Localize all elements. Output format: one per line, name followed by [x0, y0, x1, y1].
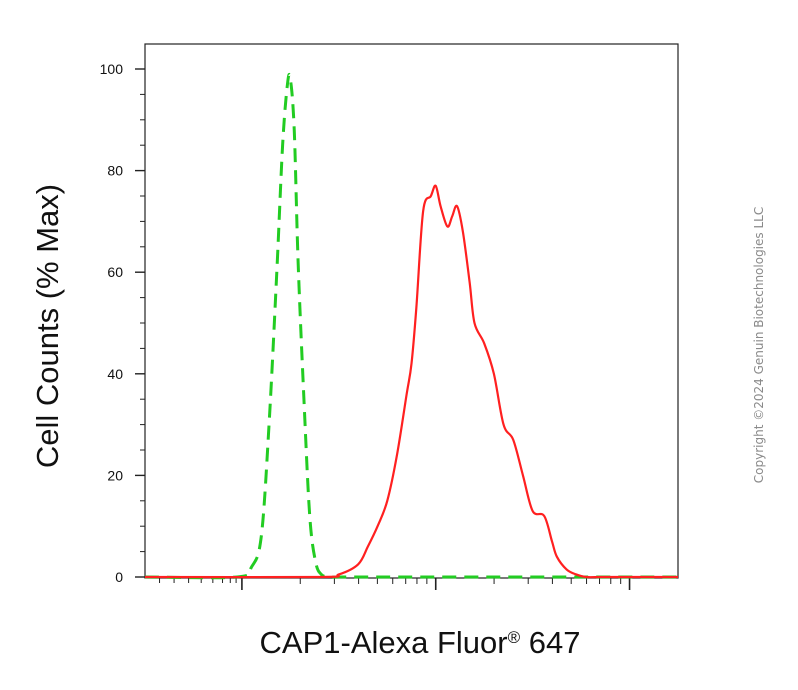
y-tick-label: 40	[107, 366, 123, 382]
y-tick-label: 80	[107, 163, 123, 179]
y-axis-title: Cell Counts (% Max)	[30, 184, 65, 468]
copyright-watermark: Copyright ©2024 Genuin Biotechnologies L…	[752, 207, 766, 483]
y-tick-label: 20	[107, 467, 123, 483]
y-tick-label: 60	[107, 264, 123, 280]
y-tick-label: 100	[100, 61, 124, 77]
x-axis-title-suffix: 647	[520, 625, 580, 660]
registered-mark: ®	[508, 628, 521, 647]
plot-frame	[144, 43, 679, 579]
y-axis: 0 20 40 60 80 100	[100, 61, 145, 585]
series-line-control	[144, 73, 678, 580]
x-axis	[159, 578, 631, 590]
x-axis-title: CAP1-Alexa Fluor® 647	[260, 625, 581, 660]
series-line-sample	[144, 184, 678, 579]
x-axis-title-main: CAP1-Alexa Fluor	[260, 625, 508, 660]
series-layer	[144, 73, 678, 580]
y-tick-label: 0	[115, 569, 123, 585]
